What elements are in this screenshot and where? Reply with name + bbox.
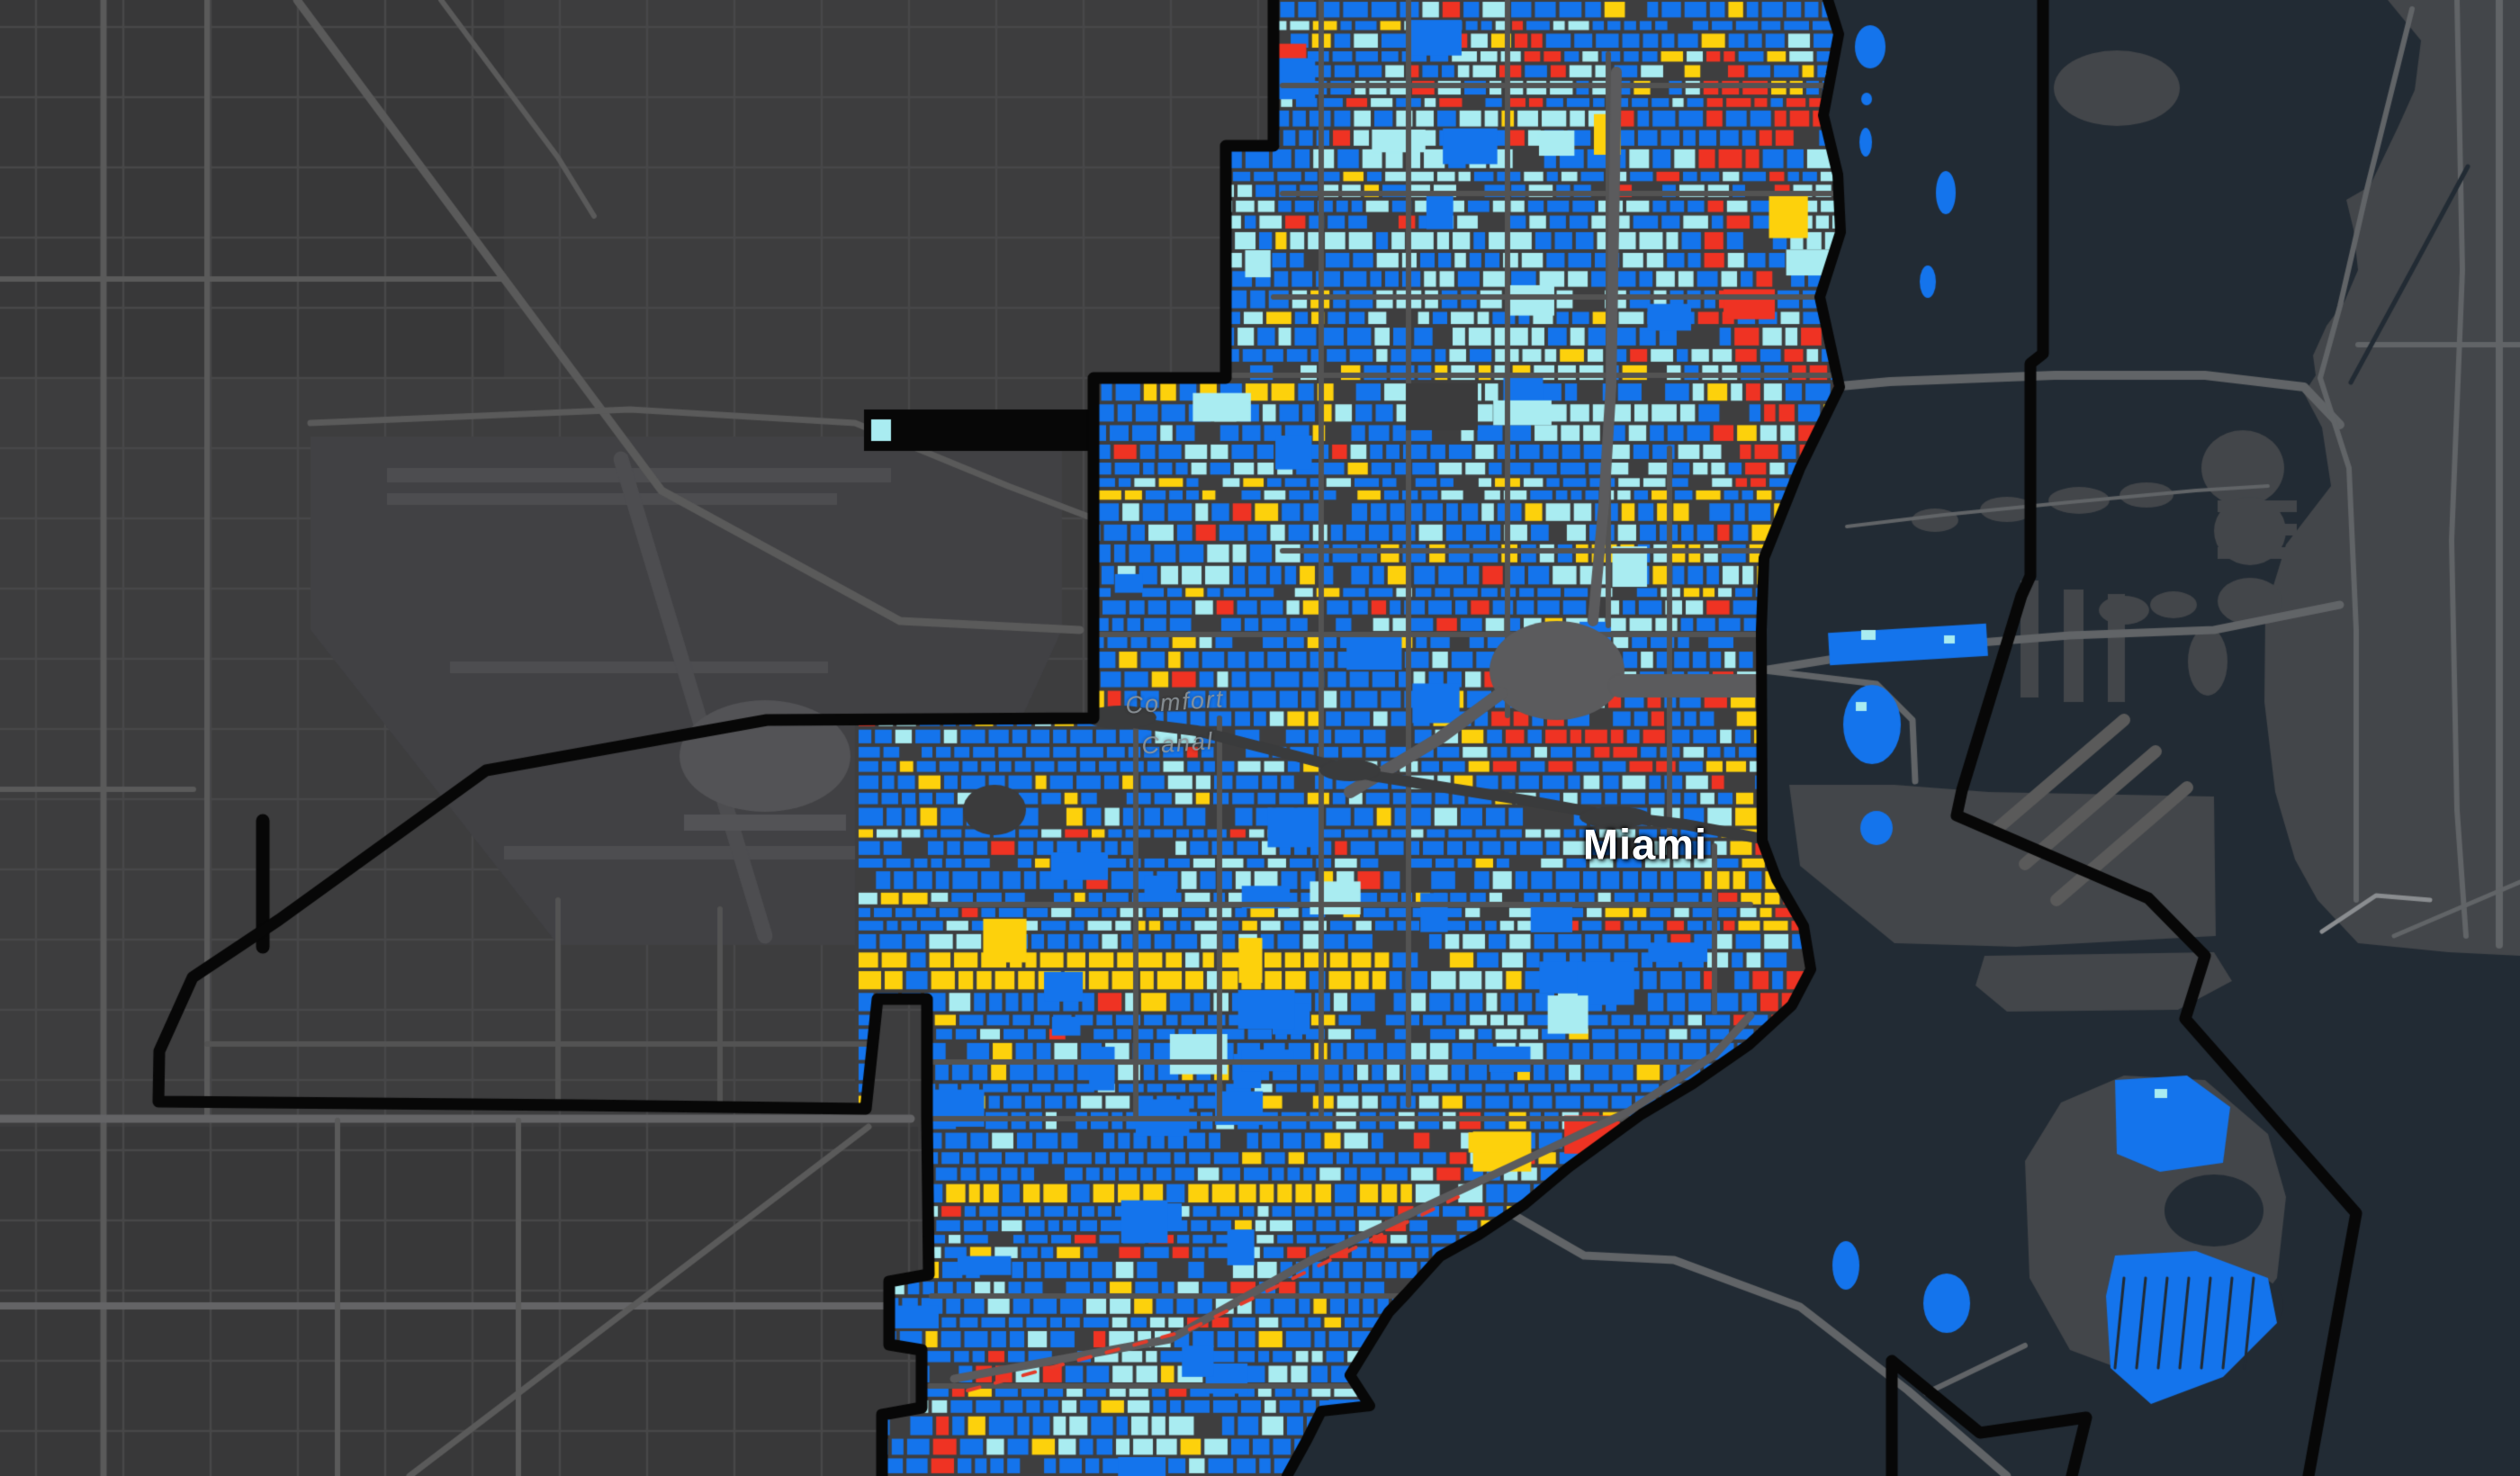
map-viewport[interactable]: Miami Comfort Canal xyxy=(0,0,2520,1476)
map-canvas[interactable] xyxy=(0,0,2520,1476)
